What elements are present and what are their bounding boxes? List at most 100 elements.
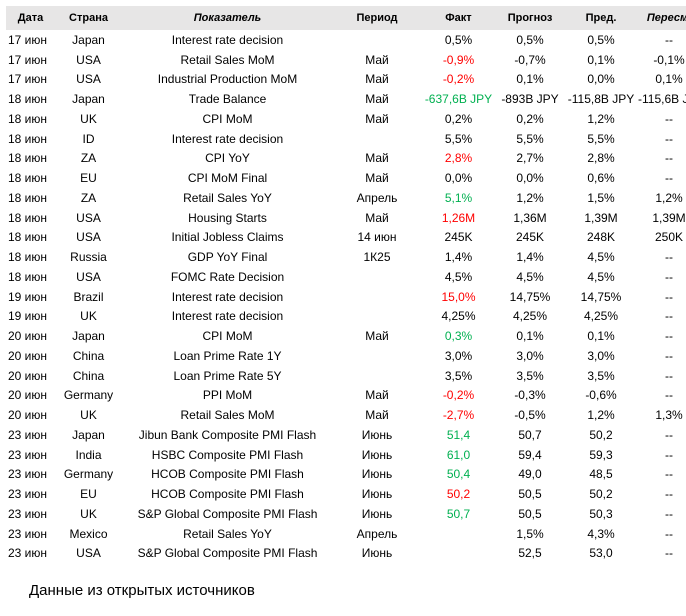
- cell-date: 23 июн: [8, 447, 48, 462]
- cell-previous: 1,39M: [584, 210, 618, 225]
- cell-forecast: 4,25%: [512, 309, 548, 324]
- cell-actual: 3,0%: [444, 348, 473, 363]
- cell-previous: 4,5%: [587, 269, 615, 284]
- cell-actual: -0,2%: [442, 388, 475, 403]
- cell-previous: 50,2: [589, 487, 613, 502]
- cell-forecast: 245K: [515, 230, 545, 245]
- cell-revised: --: [665, 111, 673, 126]
- cell-country: India: [75, 447, 102, 462]
- header-period: Период: [333, 6, 421, 30]
- cell-indicator: Trade Balance: [188, 92, 267, 107]
- cell-period: Май: [365, 92, 389, 107]
- table-row: 23 июн India HSBC Composite PMI Flash Июнь 6…: [6, 445, 686, 465]
- cell-previous: -0,6%: [585, 388, 617, 403]
- cell-country: Japan: [72, 32, 105, 47]
- cell-country: USA: [76, 269, 101, 284]
- table-row: 18 июн ZA CPI YoY Май 2,8% 2,7% 2,8% --: [6, 149, 686, 169]
- cell-revised: --: [665, 526, 673, 541]
- cell-revised: --: [665, 131, 673, 146]
- cell-forecast: 0,1%: [516, 329, 544, 344]
- cell-actual: 50,2: [446, 487, 471, 502]
- table-row: 18 июн Russia GDP YoY Final 1К25 1,4% 1,4% 4,5…: [6, 247, 686, 267]
- header-forecast: Прогноз: [496, 6, 564, 30]
- cell-indicator: Retail Sales MoM: [180, 52, 275, 67]
- cell-indicator: HCOB Composite PMI Flash: [151, 487, 304, 502]
- cell-period: Апрель: [356, 190, 398, 205]
- table-row: 17 июн Japan Interest rate decision 0,5% 0,5…: [6, 30, 686, 50]
- cell-date: 19 июн: [8, 289, 48, 304]
- table-row: 18 июн EU CPI MoM Final Май 0,0% 0,0% 0,6% --: [6, 168, 686, 188]
- cell-revised: --: [665, 289, 673, 304]
- cell-date: 18 июн: [8, 171, 48, 186]
- cell-period: [333, 129, 421, 149]
- cell-period: Май: [365, 210, 389, 225]
- header-revised: Пересм.: [638, 6, 686, 30]
- cell-indicator: Retail Sales YoY: [183, 526, 272, 541]
- table-row: 20 июн Japan CPI MoM Май 0,3% 0,1% 0,1% --: [6, 326, 686, 346]
- table-row: 20 июн UK Retail Sales MoM Май -2,7% -0,5% 1,2…: [6, 405, 686, 425]
- cell-forecast: -893B JPY: [501, 92, 559, 107]
- cell-forecast: 59,4: [518, 447, 542, 462]
- cell-previous: 3,0%: [587, 348, 615, 363]
- cell-revised: --: [665, 32, 673, 47]
- cell-actual: 3,5%: [444, 368, 473, 383]
- table-body: 17 июн Japan Interest rate decision 0,5% 0,5…: [6, 30, 686, 563]
- cell-previous: 1,5%: [587, 190, 615, 205]
- cell-actual: 0,3%: [444, 329, 473, 344]
- cell-period: [333, 287, 421, 307]
- cell-country: China: [72, 348, 105, 363]
- cell-forecast: 0,2%: [516, 111, 544, 126]
- cell-country: Japan: [72, 329, 105, 344]
- cell-country: USA: [76, 230, 101, 245]
- cell-country: Germany: [63, 388, 114, 403]
- table-row: 23 июн Japan Jibun Bank Composite PMI Flas…: [6, 425, 686, 445]
- cell-indicator: Interest rate decision: [171, 131, 284, 146]
- cell-country: ZA: [80, 151, 97, 166]
- cell-period: 1К25: [363, 250, 391, 265]
- cell-previous: 1,2%: [587, 408, 615, 423]
- cell-indicator: Industrial Production MoM: [157, 72, 298, 87]
- cell-previous: 0,1%: [587, 329, 615, 344]
- cell-period: Июнь: [361, 467, 393, 482]
- cell-period: Июнь: [361, 427, 393, 442]
- cell-country: UK: [80, 111, 97, 126]
- cell-forecast: 1,2%: [516, 190, 544, 205]
- cell-revised: --: [665, 388, 673, 403]
- cell-period: Май: [365, 171, 389, 186]
- cell-date: 20 июн: [8, 368, 48, 383]
- cell-country: UK: [80, 408, 97, 423]
- cell-indicator: Interest rate decision: [171, 289, 284, 304]
- cell-country: USA: [76, 546, 101, 561]
- cell-date: 23 июн: [8, 526, 48, 541]
- table-row: 18 июн USA Housing Starts Май 1,26M 1,36M 1,39…: [6, 208, 686, 228]
- cell-period: [333, 307, 421, 327]
- cell-revised: --: [665, 171, 673, 186]
- header-country: Страна: [55, 6, 122, 30]
- cell-date: 18 июн: [8, 250, 48, 265]
- cell-period: Май: [365, 408, 389, 423]
- cell-actual: 0,0%: [444, 171, 473, 186]
- cell-previous: 50,2: [589, 427, 613, 442]
- cell-actual: 0,2%: [444, 111, 473, 126]
- cell-country: ID: [82, 131, 95, 146]
- cell-indicator: Loan Prime Rate 5Y: [173, 368, 282, 383]
- cell-indicator: Retail Sales MoM: [180, 408, 275, 423]
- cell-actual: 15,0%: [441, 289, 476, 304]
- cell-previous: 1,2%: [587, 111, 615, 126]
- cell-revised: 1,3%: [655, 408, 683, 423]
- cell-actual: 5,5%: [444, 131, 473, 146]
- cell-previous: 0,0%: [587, 72, 615, 87]
- cell-revised: --: [665, 309, 673, 324]
- cell-actual: 51,4: [446, 427, 471, 442]
- cell-date: 20 июн: [8, 329, 48, 344]
- cell-previous: 0,5%: [587, 32, 615, 47]
- cell-date: 18 июн: [8, 230, 48, 245]
- cell-country: Japan: [72, 427, 105, 442]
- cell-actual: 4,25%: [441, 309, 476, 324]
- cell-indicator: Interest rate decision: [171, 32, 284, 47]
- cell-previous: 53,0: [589, 546, 613, 561]
- cell-date: 18 июн: [8, 92, 48, 107]
- cell-forecast: 3,5%: [516, 368, 544, 383]
- cell-indicator: CPI MoM: [202, 111, 253, 126]
- cell-actual: [421, 544, 496, 564]
